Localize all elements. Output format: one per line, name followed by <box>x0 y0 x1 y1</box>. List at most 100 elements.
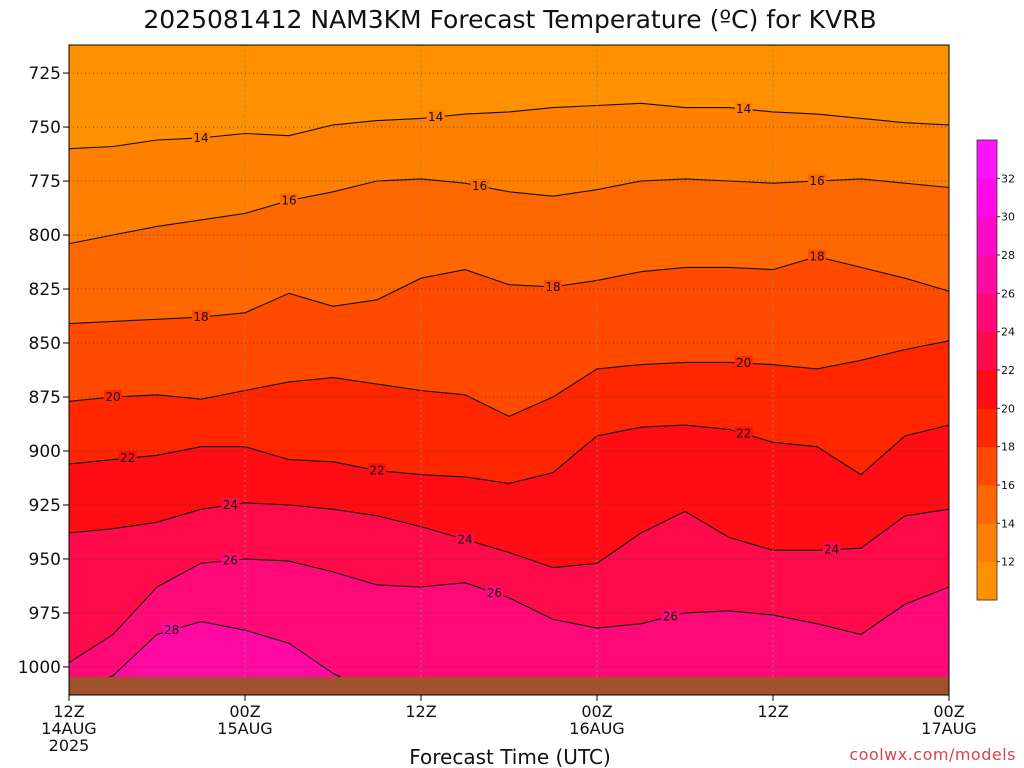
contour-label-bg <box>456 532 474 546</box>
contour-label-bg <box>734 356 753 370</box>
contour-line-28 <box>69 621 949 695</box>
contour-line-26 <box>69 558 949 664</box>
contour-label-bg <box>734 426 753 440</box>
credit-text: coolwx.com/models <box>849 745 1016 764</box>
contour-label-bg <box>192 310 210 324</box>
contour-label-18: 18 <box>193 310 208 324</box>
contour-label-bg <box>808 249 826 263</box>
y-tick-label-950: 950 <box>29 550 61 570</box>
chart-title: 2025081412 NAM3KM Forecast Temperature (… <box>143 5 876 34</box>
x-tick-label: 2025 <box>49 736 90 755</box>
y-tick-label-750: 750 <box>29 118 61 138</box>
colorbar-segment <box>977 446 997 486</box>
y-tick-label-975: 975 <box>29 604 61 624</box>
contour-label-16: 16 <box>281 193 296 207</box>
contour-label-26: 26 <box>663 610 678 624</box>
contour-label-22: 22 <box>369 463 384 477</box>
y-tick-label-925: 925 <box>29 496 61 516</box>
colorbar-segment <box>977 485 997 524</box>
ground-surface <box>69 677 949 695</box>
y-tick-label-725: 725 <box>29 64 61 84</box>
contour-label-bg <box>808 174 826 188</box>
contour-label-22: 22 <box>120 451 135 465</box>
colorbar-label-20: 20 <box>1001 402 1015 415</box>
contour-label-bg <box>661 609 680 623</box>
contour-label-14: 14 <box>193 131 208 145</box>
contour-label-bg <box>104 389 122 403</box>
contour-label-bg <box>544 279 562 293</box>
contour-label-24: 24 <box>457 533 472 547</box>
y-axis: 725 750 775 800 825 850 875 900 925 950 975 1000 <box>18 64 69 678</box>
colorbar-segment <box>977 331 997 371</box>
contour-line-24 <box>69 502 949 569</box>
contour-label-bg <box>734 102 753 116</box>
y-tick-label-900: 900 <box>29 442 61 462</box>
contour-label-14: 14 <box>736 102 751 116</box>
contour-label-bg <box>162 623 181 637</box>
grid-lines <box>69 45 949 695</box>
contour-line-20 <box>69 340 949 418</box>
contour-label-bg <box>426 109 445 123</box>
colorbar-segment <box>977 408 997 448</box>
colorbar-label-24: 24 <box>1001 326 1015 339</box>
x-tick-label: 00Z <box>933 702 964 721</box>
contour-label-bg <box>221 553 240 567</box>
contour-lines <box>69 102 949 695</box>
contour-label-bg <box>280 193 298 207</box>
colorbar-label-26: 26 <box>1001 287 1015 300</box>
x-tick-label: 15AUG <box>217 719 272 738</box>
y-tick-label-850: 850 <box>29 334 61 354</box>
colorbar-segment <box>977 255 997 294</box>
contour-label-bg <box>822 542 841 556</box>
colorbar-segment <box>977 370 997 409</box>
plot-area <box>69 45 949 695</box>
x-tick-label: 12Z <box>53 702 84 721</box>
colorbar-legend: 12 14 16 18 20 22 24 26 28 30 32 <box>976 139 1015 601</box>
contour-labels: 14 14 14 16 16 16 18 18 18 20 20 22 22 22 24 24 24 26 26 26… <box>104 102 841 637</box>
temperature-bands <box>69 45 949 695</box>
colorbar-label-30: 30 <box>1001 211 1015 224</box>
contour-label-28: 28 <box>164 623 179 637</box>
x-tick-label: 12Z <box>757 702 788 721</box>
x-tick-label: 12Z <box>405 702 436 721</box>
temperature-band-28 <box>69 621 949 695</box>
contour-label-bg <box>470 179 489 193</box>
colorbar-segment <box>977 140 997 179</box>
colorbar-label-14: 14 <box>1001 517 1015 530</box>
colorbar-label-28: 28 <box>1001 249 1015 262</box>
colorbar-segment <box>977 216 997 256</box>
contour-label-bg <box>192 130 210 144</box>
colorbar-segment <box>977 293 997 333</box>
contour-label-bg <box>118 451 137 465</box>
y-tick-label-775: 775 <box>29 172 61 192</box>
colorbar-label-22: 22 <box>1001 364 1015 377</box>
contour-label-18: 18 <box>809 250 824 264</box>
contour-label-18: 18 <box>545 280 560 294</box>
contour-label-bg <box>368 463 386 477</box>
contour-label-bg <box>485 585 504 599</box>
contour-label-16: 16 <box>472 179 487 193</box>
y-tick-label-1000: 1000 <box>18 658 61 678</box>
y-tick-label-800: 800 <box>29 226 61 246</box>
x-tick-label: 00Z <box>581 702 612 721</box>
contour-line-18 <box>69 256 949 325</box>
contour-label-24: 24 <box>223 498 238 512</box>
contour-line-14 <box>69 102 949 150</box>
contour-label-24: 24 <box>824 543 839 557</box>
y-tick-label-825: 825 <box>29 280 61 300</box>
colorbar-label-12: 12 <box>1001 556 1015 569</box>
plot-frame <box>68 44 950 696</box>
colorbar-label-32: 32 <box>1001 172 1015 185</box>
contour-label-14: 14 <box>428 110 443 124</box>
contour-line-22 <box>69 424 949 484</box>
contour-label-20: 20 <box>105 390 120 404</box>
colorbar-segment <box>977 178 997 218</box>
contour-label-16: 16 <box>809 174 824 188</box>
x-tick-label: 16AUG <box>569 719 624 738</box>
x-tick-label: 17AUG <box>921 719 976 738</box>
contour-label-20: 20 <box>736 356 751 370</box>
contour-label-22: 22 <box>736 427 751 441</box>
colorbar-label-18: 18 <box>1001 441 1015 454</box>
